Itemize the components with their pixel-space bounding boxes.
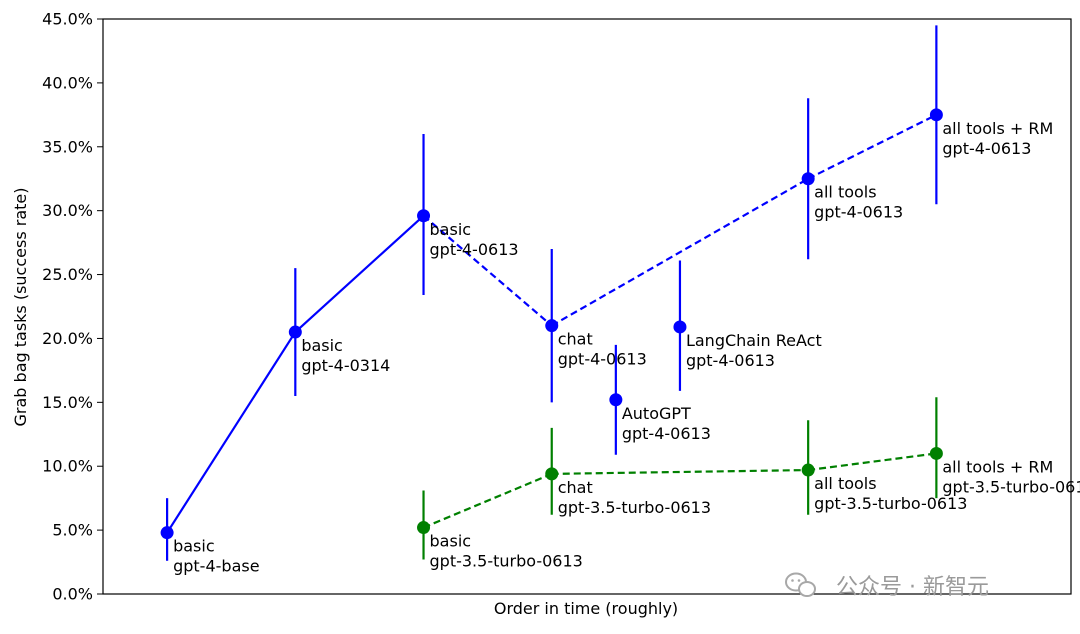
point-label-gpt35-basic-line1: basic: [430, 532, 472, 551]
point-label-gpt35-alltools-line1: all tools: [814, 474, 876, 493]
y-tick-label: 25.0%: [42, 265, 93, 284]
series-line-gpt4-base-basic-to-gpt4-0314-basic: [166, 331, 297, 534]
point-label-gpt4-base-basic-line1: basic: [173, 537, 215, 556]
data-point-gpt35-alltools-rm: [929, 446, 943, 460]
data-point-gpt35-alltools: [801, 463, 815, 477]
point-label-gpt4-0613-chat-line2: gpt-4-0613: [558, 350, 647, 369]
point-label-gpt4-0613-basic-line2: gpt-4-0613: [430, 240, 519, 259]
data-point-gpt4-0314-basic: [288, 325, 302, 339]
point-label-gpt4-0613-alltools-rm-line2: gpt-4-0613: [942, 139, 1031, 158]
point-label-gpt4-0314-basic-line1: basic: [301, 336, 343, 355]
point-label-gpt4-0613-autogpt-line1: AutoGPT: [622, 404, 691, 423]
point-label-gpt4-0613-basic-line1: basic: [430, 220, 472, 239]
y-tick-label: 35.0%: [42, 137, 93, 156]
data-point-gpt35-chat: [545, 467, 559, 481]
plot-frame: [102, 18, 1072, 595]
point-label-gpt4-0613-langchain-line1: LangChain ReAct: [686, 331, 822, 350]
data-point-gpt4-0613-autogpt: [609, 393, 623, 407]
point-label-gpt4-0314-basic-line2: gpt-4-0314: [301, 356, 390, 375]
series-line-gpt35-basic-to-gpt35-chat: [423, 472, 553, 529]
point-label-gpt35-chat-line1: chat: [558, 478, 593, 497]
data-point-gpt4-base-basic: [160, 526, 174, 540]
point-label-gpt4-0613-alltools-line1: all tools: [814, 183, 876, 202]
y-tick-label: 15.0%: [42, 393, 93, 412]
y-tick-label: 0.0%: [52, 585, 93, 604]
point-label-gpt4-0613-chat-line1: chat: [558, 330, 593, 349]
y-tick-label: 40.0%: [42, 73, 93, 92]
data-point-gpt4-0613-langchain: [673, 320, 687, 334]
y-tick-label: 20.0%: [42, 329, 93, 348]
x-axis-title: Order in time (roughly): [494, 599, 678, 618]
y-tick-label: 30.0%: [42, 201, 93, 220]
series-line-gpt4-0613-basic-to-gpt4-0613-chat: [422, 214, 553, 327]
y-tick-label: 10.0%: [42, 457, 93, 476]
point-label-gpt35-basic-line2: gpt-3.5-turbo-0613: [430, 552, 583, 571]
data-point-gpt35-basic: [417, 521, 431, 535]
data-point-gpt4-0613-basic: [417, 209, 431, 223]
y-tick-label: 45.0%: [42, 10, 93, 29]
watermark-text: 公众号 · 新智元: [836, 575, 989, 600]
point-label-gpt4-0613-autogpt-line2: gpt-4-0613: [622, 424, 711, 443]
watermark: 公众号 · 新智元: [785, 572, 989, 600]
series-line-gpt4-0314-basic-to-gpt4-0613-basic: [294, 214, 425, 333]
point-label-gpt4-0613-alltools-line2: gpt-4-0613: [814, 203, 903, 222]
point-label-gpt35-alltools-rm-line1: all tools + RM: [942, 457, 1053, 476]
y-axis-title: Grab bag tasks (success rate): [11, 188, 30, 427]
point-label-gpt4-base-basic-line2: gpt-4-base: [173, 557, 259, 576]
series-line-gpt4-0613-chat-to-gpt4-0613-alltools: [551, 177, 809, 327]
data-point-gpt4-0613-chat: [545, 319, 559, 333]
point-label-gpt4-0613-langchain-line2: gpt-4-0613: [686, 351, 775, 370]
plot-layer: 0.0% 5.0% 10.0% 15.0% 20.0% 25.0% 30.0% 35.0% 40…: [42, 10, 1080, 604]
point-label-gpt35-alltools-line2: gpt-3.5-turbo-0613: [814, 494, 967, 513]
point-label-gpt4-0613-alltools-rm-line1: all tools + RM: [942, 119, 1053, 138]
data-point-gpt4-0613-alltools: [801, 172, 815, 186]
wechat-icon: [785, 572, 816, 597]
series-line-gpt4-0613-alltools-to-gpt4-0613-alltools-rm: [807, 113, 937, 180]
point-label-gpt35-chat-line2: gpt-3.5-turbo-0613: [558, 498, 711, 517]
data-point-gpt4-0613-alltools-rm: [929, 108, 943, 122]
series-line-gpt35-alltools-to-gpt35-alltools-rm: [808, 452, 937, 472]
series-line-gpt35-chat-to-gpt35-alltools: [551, 468, 809, 475]
y-tick-label: 5.0%: [52, 521, 93, 540]
point-label-gpt35-alltools-rm-line2: gpt-3.5-turbo-0613: [942, 477, 1080, 496]
